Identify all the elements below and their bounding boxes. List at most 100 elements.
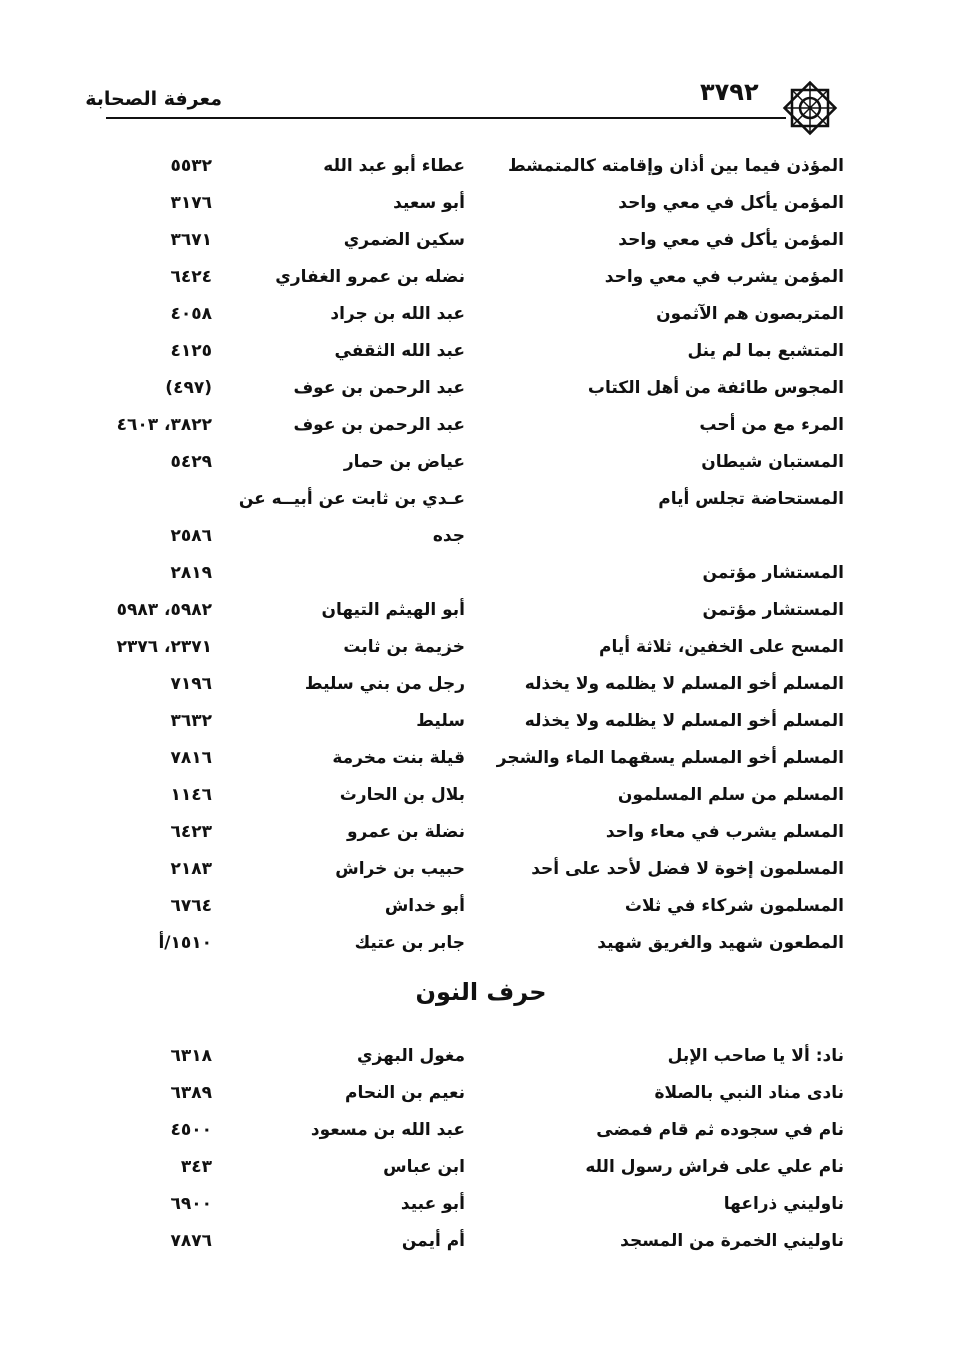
index-entry: المسلم يشرب في معاء واحد نضلة بن عمرو ٦٤٢٣ xyxy=(0,816,962,853)
narrator-name: عبد الله بن جراد xyxy=(330,304,465,324)
reference-number: ٣٨٢٢، ٤٦٠٣ xyxy=(116,415,212,435)
header-rule xyxy=(106,117,786,119)
index-entry: المؤمن يأكل في معي واحد أبو سعيد ٣١٧٦ xyxy=(0,187,962,224)
narrator-name: نعيم بن النحام xyxy=(344,1083,465,1103)
hadith-text: المسح على الخفين، ثلاثة أيام xyxy=(598,637,844,657)
hadith-text: المسلم أخو المسلم لا يظلمه ولا يخذله xyxy=(524,711,844,731)
narrator-name: عبد الله بن مسعود xyxy=(310,1120,465,1140)
page-number: ٣٧٩٢ xyxy=(700,78,759,106)
reference-number: ٦٣٨٩ xyxy=(170,1083,212,1103)
index-entry: المستحاضة تجلس أيام عـدي بن ثابت عن أبيــ… xyxy=(0,483,962,520)
index-entry: المتشبع بما لم ينل عبد الله الثقفي ٤١٢٥ xyxy=(0,335,962,372)
narrator-name: أبو الهيثم التيهان xyxy=(321,600,465,620)
narrator-name: عبد الله الثقفي xyxy=(334,341,466,361)
hadith-text: المسلم يشرب في معاء واحد xyxy=(605,822,844,842)
index-entry: المسلمون إخوة لا فضل لأحد على أحد حبيب بن… xyxy=(0,853,962,890)
reference-number: ٦٤٢٣ xyxy=(170,822,212,842)
hadith-text: ناوليني ذراعها xyxy=(723,1194,844,1214)
reference-number: ٧١٩٦ xyxy=(170,674,212,694)
index-entry: المسلم من سلم المسلمون بلال بن الحارث ١١٤٦ xyxy=(0,779,962,816)
book-title: معرفة الصحابة xyxy=(85,88,222,110)
reference-number: ٢٣٧١، ٢٣٧٦ xyxy=(116,637,212,657)
index-entry: نام في سجوده ثم قام فمضى عبد الله بن مسعو… xyxy=(0,1114,962,1151)
index-entry: نام علي على فراش رسول الله ابن عباس ٣٤٣ xyxy=(0,1151,962,1188)
index-entry: المستشار مؤتمن ٢٨١٩ xyxy=(0,557,962,594)
reference-number: ٢٥٨٦ xyxy=(170,526,212,546)
hadith-text: المتربصون هم الآثمون xyxy=(656,304,844,324)
hadith-text: المستحاضة تجلس أيام xyxy=(658,489,844,509)
octagram-ornament-icon xyxy=(782,80,838,136)
narrator-name: نضله بن عمرو الغفاري xyxy=(275,267,465,287)
hadith-text: ناد: ألا يا صاحب الإبل xyxy=(667,1046,844,1066)
narrator-name: عياض بن حمار xyxy=(343,452,465,472)
hadith-text: المطعون شهيد والغريق شهيد xyxy=(597,933,844,953)
narrator-name: أم أيمن xyxy=(401,1231,465,1251)
reference-number: ٦٩٠٠ xyxy=(170,1194,212,1214)
index-entry: ناد: ألا يا صاحب الإبل مغول البهزي ٦٣١٨ xyxy=(0,1040,962,1077)
index-entry: المسح على الخفين، ثلاثة أيام خزيمة بن ثاب… xyxy=(0,631,962,668)
narrator-name: حبيب بن خراش xyxy=(335,859,465,879)
narrator-name: ابن عباس xyxy=(383,1157,465,1177)
reference-number: ١٥١٠/أ xyxy=(158,933,212,953)
hadith-text: المسلمون شركاء في ثلاث xyxy=(624,896,844,916)
narrator-name: نضلة بن عمرو xyxy=(346,822,465,842)
index-list: المؤذن فيما بين أذان وإقامته كالمتمشط عطا… xyxy=(0,150,962,1262)
index-entry: المسلمون شركاء في ثلاث أبو خداش ٦٧٦٤ xyxy=(0,890,962,927)
hadith-text: نام علي على فراش رسول الله xyxy=(585,1157,844,1177)
reference-number: (٤٩٧) xyxy=(165,378,212,398)
index-entry: ناوليني الخمرة من المسجد أم أيمن ٧٨٧٦ xyxy=(0,1225,962,1262)
narrator-name: أبو خداش xyxy=(384,896,465,916)
reference-number: ٣٦٣٢ xyxy=(170,711,212,731)
section-heading-row: حرف النون xyxy=(0,964,962,1040)
narrator-name: سكين الضمري xyxy=(343,230,465,250)
reference-number: ٧٨٧٦ xyxy=(170,1231,212,1251)
narrator-name: جده xyxy=(432,526,465,546)
hadith-text: المؤمن يشرب في معي واحد xyxy=(604,267,844,287)
narrator-name: عبد الرحمن بن عوف xyxy=(293,415,465,435)
hadith-text: المؤمن يأكل في معي واحد xyxy=(618,193,844,213)
hadith-text: ناوليني الخمرة من المسجد xyxy=(620,1231,844,1251)
narrator-name: عـدي بن ثابت عن أبيــه عن xyxy=(238,489,465,509)
reference-number: ٧٨١٦ xyxy=(170,748,212,768)
index-entry: جده ٢٥٨٦ xyxy=(0,520,962,557)
hadith-text: نادى مناد النبي بالصلاة xyxy=(654,1083,844,1103)
hadith-text: المستشار مؤتمن xyxy=(702,600,845,620)
hadith-text: المسلم من سلم المسلمون xyxy=(617,785,844,805)
reference-number: ٦٧٦٤ xyxy=(170,896,212,916)
narrator-name: أبو سعيد xyxy=(393,193,465,213)
index-entry: المسلم أخو المسلم لا يظلمه ولا يخذله سليط… xyxy=(0,705,962,742)
reference-number: ٣٤٣ xyxy=(180,1157,212,1177)
narrator-name: جابر بن عتيك xyxy=(354,933,465,953)
narrator-name: مغول البهزي xyxy=(357,1046,465,1066)
hadith-text: المجوس طائفة من أهل الكتاب xyxy=(587,378,844,398)
index-entry: المؤمن يأكل في معي واحد سكين الضمري ٣٦٧١ xyxy=(0,224,962,261)
reference-number: ٤١٢٥ xyxy=(170,341,212,361)
hadith-text: المسلم أخو المسلم يسقهما الماء والشجر xyxy=(496,748,844,768)
narrator-name: رجل من بني سليط xyxy=(304,674,465,694)
reference-number: ٣٦٧١ xyxy=(170,230,212,250)
index-entry: ناوليني ذراعها أبو عبيد ٦٩٠٠ xyxy=(0,1188,962,1225)
narrator-name: أبو عبيد xyxy=(400,1194,465,1214)
hadith-text: المؤذن فيما بين أذان وإقامته كالمتمشط xyxy=(507,156,844,176)
reference-number: ٢١٨٣ xyxy=(170,859,212,879)
reference-number: ٥٤٢٩ xyxy=(170,452,212,472)
hadith-text: المسلم أخو المسلم لا يظلمه ولا يخذله xyxy=(524,674,844,694)
reference-number: ٢٨١٩ xyxy=(170,563,212,583)
index-entry: المؤذن فيما بين أذان وإقامته كالمتمشط عطا… xyxy=(0,150,962,187)
narrator-name: سليط xyxy=(416,711,465,731)
index-entry: نادى مناد النبي بالصلاة نعيم بن النحام ٦٣٨… xyxy=(0,1077,962,1114)
reference-number: ٥٩٨٢، ٥٩٨٣ xyxy=(116,600,212,620)
hadith-text: نام في سجوده ثم قام فمضى xyxy=(596,1120,844,1140)
index-entry: المستبان شيطان عياض بن حمار ٥٤٢٩ xyxy=(0,446,962,483)
index-entry: المرء مع من أحب عبد الرحمن بن عوف ٣٨٢٢، ٤٦… xyxy=(0,409,962,446)
reference-number: ٦٣١٨ xyxy=(170,1046,212,1066)
hadith-text: المرء مع من أحب xyxy=(699,415,844,435)
index-entry: المؤمن يشرب في معي واحد نضله بن عمرو الغف… xyxy=(0,261,962,298)
reference-number: ٣١٧٦ xyxy=(170,193,212,213)
section-heading: حرف النون xyxy=(415,978,547,1006)
narrator-name: عطاء أبو عبد الله xyxy=(323,156,465,176)
narrator-name: بلال بن الحارث xyxy=(339,785,465,805)
hadith-text: المؤمن يأكل في معي واحد xyxy=(618,230,844,250)
narrator-name: قيلة بنت مخرمة xyxy=(332,748,465,768)
hadith-text: المتشبع بما لم ينل xyxy=(687,341,844,361)
